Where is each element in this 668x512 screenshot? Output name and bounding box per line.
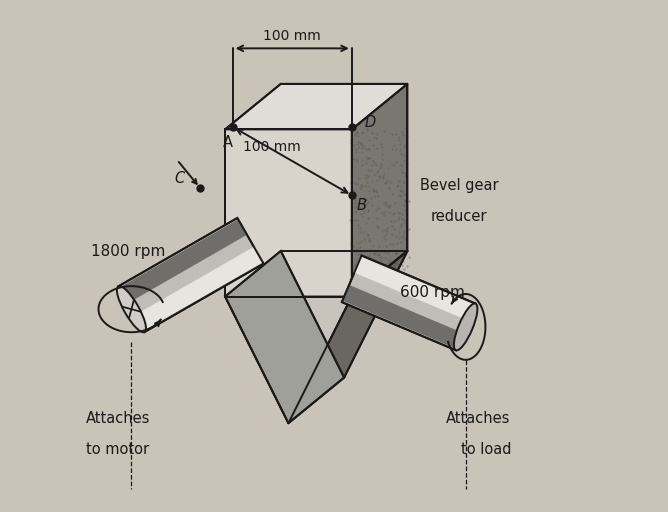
Polygon shape	[225, 296, 352, 423]
Text: Attaches: Attaches	[86, 411, 150, 426]
Text: reducer: reducer	[430, 208, 487, 224]
Text: to load: to load	[461, 441, 511, 457]
Polygon shape	[352, 84, 407, 296]
Polygon shape	[120, 220, 246, 302]
Polygon shape	[225, 130, 352, 296]
Text: 100 mm: 100 mm	[243, 140, 301, 154]
Text: Bevel gear: Bevel gear	[420, 178, 499, 193]
Polygon shape	[225, 84, 407, 130]
Polygon shape	[225, 251, 344, 423]
Text: 600 rpm: 600 rpm	[400, 285, 465, 300]
Text: A: A	[222, 135, 232, 150]
Polygon shape	[289, 251, 407, 423]
Ellipse shape	[454, 304, 478, 350]
Text: B: B	[357, 199, 367, 214]
Text: Attaches: Attaches	[446, 411, 510, 426]
Text: D: D	[364, 115, 375, 130]
Text: 1800 rpm: 1800 rpm	[91, 244, 165, 259]
Polygon shape	[118, 218, 264, 332]
Ellipse shape	[117, 286, 146, 332]
Text: to motor: to motor	[86, 441, 149, 457]
Polygon shape	[342, 255, 476, 350]
Polygon shape	[136, 248, 263, 330]
Polygon shape	[343, 286, 463, 348]
Text: 100 mm: 100 mm	[263, 29, 321, 44]
Polygon shape	[355, 258, 474, 320]
Text: C: C	[174, 170, 185, 185]
